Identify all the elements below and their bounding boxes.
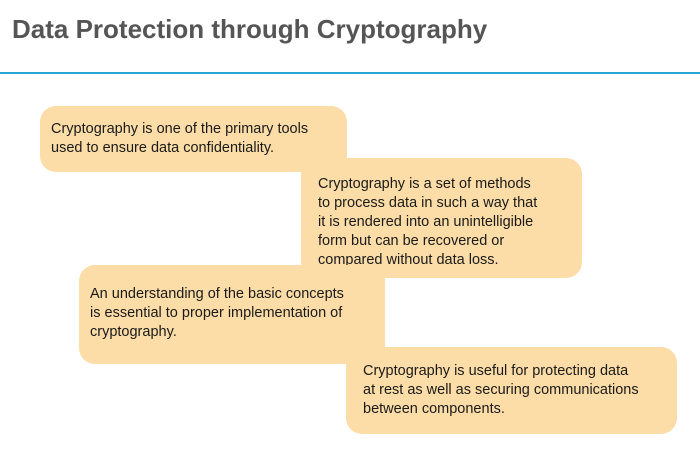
callout-line: used to ensure data confidentiality. [51, 140, 275, 156]
callout-line: to process data in such a way that [318, 195, 538, 211]
callout-line: is essential to proper implementation of [90, 305, 343, 321]
slide-title: Data Protection through Cryptography [12, 14, 488, 44]
callout-definition: Cryptography is a set of methods to proc… [301, 158, 582, 278]
callout-basic-concepts: An understanding of the basic concepts i… [79, 265, 385, 364]
callout-line: An understanding of the basic concepts [90, 286, 344, 302]
callout-line: Cryptography is a set of methods [318, 176, 531, 192]
callout-line: Cryptography is one of the primary tools [51, 121, 309, 137]
title-divider [0, 72, 700, 74]
callout-line: it is rendered into an unintelligible [318, 214, 534, 230]
callout-line: cryptography. [90, 324, 177, 340]
callout-line: form but can be recovered or [318, 233, 505, 249]
callout-line: Cryptography is useful for protecting da… [363, 363, 629, 379]
callout-line: at rest as well as securing communicatio… [363, 382, 639, 398]
callout-primary-tool: Cryptography is one of the primary tools… [40, 106, 347, 172]
callout-line: between components. [363, 401, 505, 417]
callout-line: compared without data loss. [318, 252, 499, 268]
callout-data-at-rest: Cryptography is useful for protecting da… [346, 347, 677, 434]
